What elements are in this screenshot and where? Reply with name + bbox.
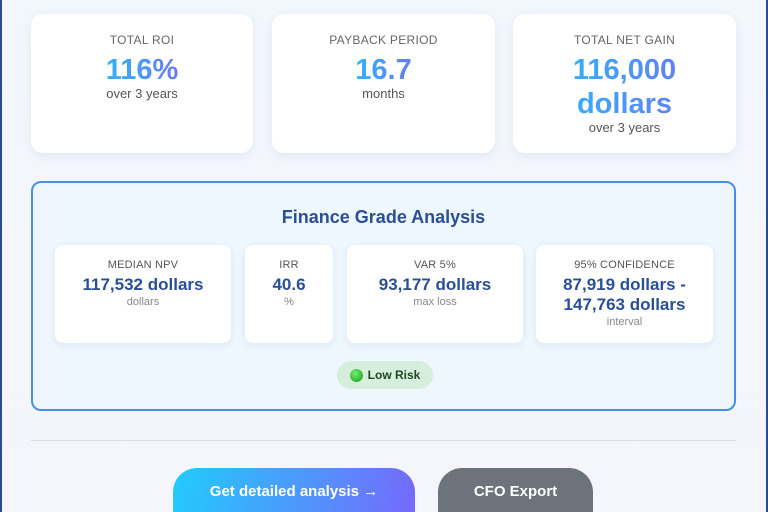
- card-value: 16.7: [355, 54, 412, 86]
- risk-badge: Low Risk: [337, 361, 433, 389]
- metric-value: 117,532 dollars: [82, 275, 204, 294]
- card-label: TOTAL NET GAIN: [573, 33, 676, 47]
- metric-label: 95% CONFIDENCE: [574, 259, 675, 271]
- payback-period-card: PAYBACK PERIOD 16.7 months: [272, 14, 495, 153]
- metric-label: MEDIAN NPV: [107, 259, 179, 271]
- metric-value: 40.6: [272, 275, 306, 294]
- confidence-card: 95% CONFIDENCE 87,919 dollars - 147,763 …: [536, 245, 713, 343]
- total-roi-card: TOTAL ROI 116% over 3 years: [31, 14, 253, 153]
- cfo-export-button[interactable]: CFO Export: [438, 468, 593, 512]
- card-sub: over 3 years: [588, 120, 661, 135]
- var-card: VAR 5% 93,177 dollars max loss: [347, 245, 523, 343]
- card-sub: months: [362, 86, 405, 101]
- card-value: 116,000 dollars: [555, 53, 695, 121]
- metric-label: IRR: [279, 259, 299, 271]
- card-label: TOTAL ROI: [109, 33, 175, 47]
- green-circle-icon: [349, 368, 363, 382]
- risk-label: Low Risk: [367, 368, 421, 382]
- irr-card: IRR 40.6 %: [245, 245, 333, 343]
- metric-sub: max loss: [413, 296, 457, 308]
- metric-sub: %: [284, 296, 294, 308]
- finance-grade-analysis-panel: Finance Grade Analysis MEDIAN NPV 117,53…: [31, 181, 736, 411]
- metric-value: 93,177 dollars: [378, 275, 492, 294]
- median-npv-card: MEDIAN NPV 117,532 dollars dollars: [55, 245, 231, 343]
- total-net-gain-card: TOTAL NET GAIN 116,000 dollars over 3 ye…: [513, 14, 736, 153]
- card-label: PAYBACK PERIOD: [329, 33, 438, 47]
- card-value: 116%: [105, 54, 179, 86]
- get-detailed-analysis-button[interactable]: Get detailed analysis →: [173, 468, 415, 512]
- metric-label: VAR 5%: [414, 259, 456, 271]
- metric-value: 87,919 dollars - 147,763 dollars: [563, 275, 686, 314]
- analysis-title: Finance Grade Analysis: [281, 207, 486, 227]
- divider: [31, 440, 736, 441]
- metric-sub: dollars: [126, 296, 160, 308]
- metric-sub: interval: [606, 316, 643, 328]
- card-sub: over 3 years: [106, 86, 178, 101]
